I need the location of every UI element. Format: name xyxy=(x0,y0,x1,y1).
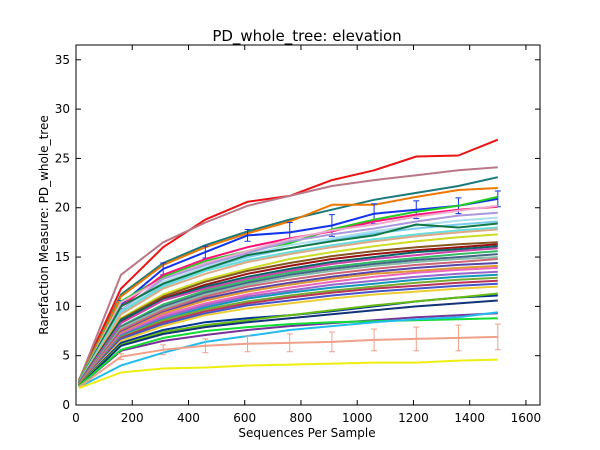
y-tick-label: 25 xyxy=(55,151,70,165)
error-bar xyxy=(117,353,124,361)
error-bar xyxy=(328,331,335,353)
plot-frame xyxy=(75,44,541,406)
series-line-35 xyxy=(78,299,498,388)
series-line-32 xyxy=(78,285,498,386)
y-tick-label: 15 xyxy=(55,250,70,264)
series-line-38 xyxy=(78,311,498,389)
series-line-29 xyxy=(78,276,498,386)
axes: 0 200 400 600 800 1000 1200 1400 1600 0 5 10 15 20 25 3… xyxy=(55,44,542,425)
series-line-8 xyxy=(77,204,498,383)
x-tick-label: 800 xyxy=(290,411,313,425)
series-line-37 xyxy=(78,317,498,388)
series-line-23 xyxy=(78,258,498,385)
x-tick-label: 0 xyxy=(72,411,80,425)
series-line-9 xyxy=(77,211,498,383)
series-line-30 xyxy=(78,279,498,386)
error-bar xyxy=(286,333,293,353)
series-line-12 xyxy=(77,222,498,383)
series-line-34 xyxy=(78,292,498,387)
y-tick-label: 10 xyxy=(55,299,70,313)
series-line-15 xyxy=(77,233,498,384)
series-line-3 xyxy=(77,176,499,382)
series-line-14 xyxy=(77,228,498,384)
x-axis-label: Sequences Per Sample xyxy=(238,426,375,440)
series-line-19 xyxy=(77,247,498,384)
error-bar xyxy=(160,344,167,356)
error-bar xyxy=(371,328,378,352)
series-line-40 xyxy=(78,358,498,390)
series-line-27 xyxy=(78,270,498,386)
x-tick-label: 400 xyxy=(177,411,200,425)
x-tick-label: 600 xyxy=(233,411,256,425)
y-tick-label: 5 xyxy=(62,349,70,363)
series-line-13 xyxy=(77,226,498,383)
y-tick-label: 20 xyxy=(55,201,70,215)
series-line-25 xyxy=(78,264,498,385)
series-line-31 xyxy=(78,282,498,386)
series-line-22 xyxy=(78,256,498,385)
series-line-26 xyxy=(78,266,498,386)
x-tick-label: 1000 xyxy=(342,411,373,425)
error-bar xyxy=(413,326,420,352)
series-line-21 xyxy=(77,253,498,385)
y-axis-label: Rarefaction Measure: PD_whole_tree xyxy=(37,115,51,334)
y-tick-label: 30 xyxy=(55,102,70,116)
series-line-20 xyxy=(77,250,498,385)
x-tick-label: 200 xyxy=(121,411,144,425)
error-bar xyxy=(494,323,501,351)
x-tick-label: 1400 xyxy=(454,411,485,425)
error-bar xyxy=(244,335,251,353)
series-line-18 xyxy=(77,245,498,384)
y-tick-label: 0 xyxy=(62,398,70,412)
series-line-2 xyxy=(77,166,498,382)
plot-area xyxy=(77,138,501,390)
error-bar xyxy=(244,228,251,242)
error-bar xyxy=(328,214,335,237)
series-line-4 xyxy=(77,187,498,382)
error-bar xyxy=(202,338,209,354)
x-tick-label: 1200 xyxy=(398,411,429,425)
series-line-36 xyxy=(78,312,498,388)
series-line-16 xyxy=(77,241,498,384)
error-bar xyxy=(455,324,462,352)
chart-title: PD_whole_tree: elevation xyxy=(212,27,401,46)
y-tick-label: 35 xyxy=(55,53,70,67)
x-tick-label: 1600 xyxy=(511,411,542,425)
